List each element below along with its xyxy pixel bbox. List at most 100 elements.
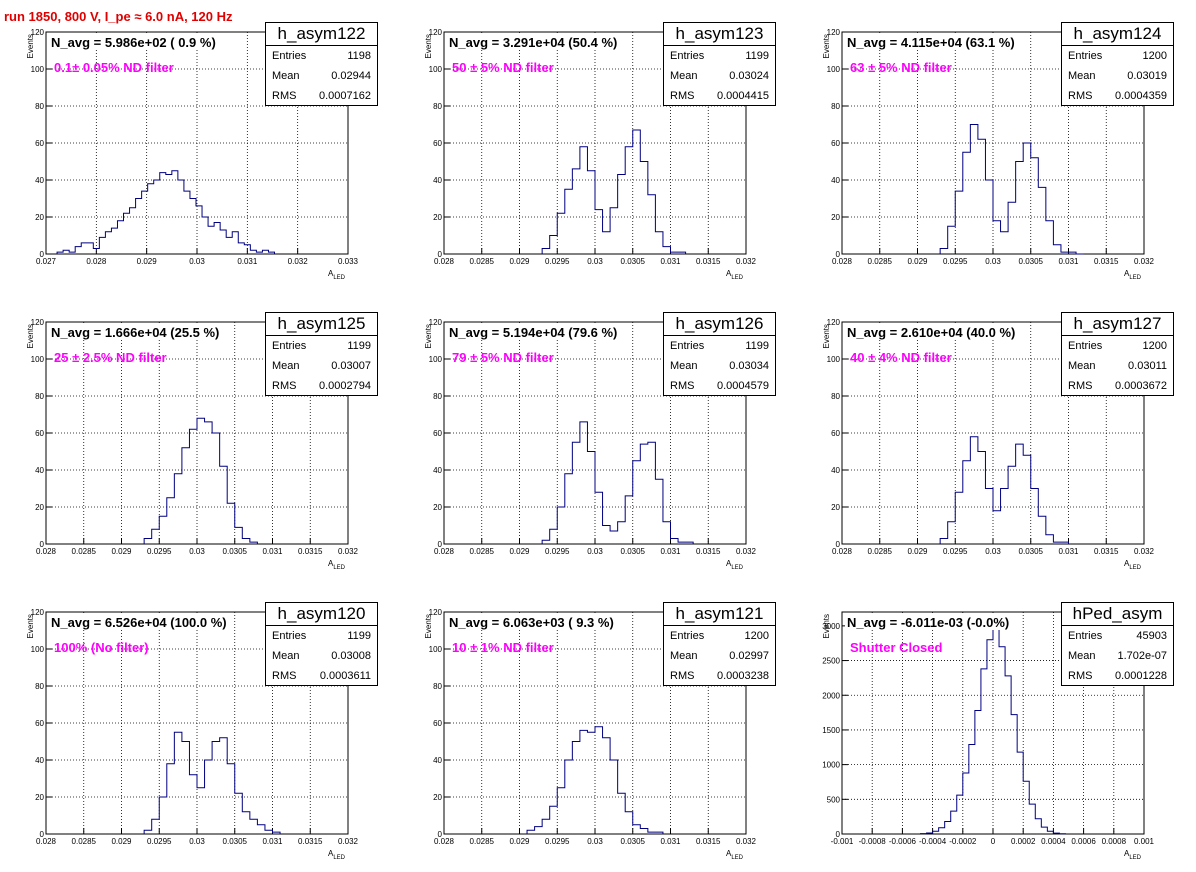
histogram-bin [1053, 833, 1059, 834]
navg-label: N_avg = -6.011e-03 (-0.0%) [845, 615, 1012, 630]
histogram-bin [1046, 535, 1054, 544]
histogram-bin [940, 538, 948, 544]
stats-key: Entries [272, 50, 307, 62]
histogram-bin [242, 812, 250, 834]
x-tick-label: 0.03 [587, 257, 603, 266]
histogram-bin [178, 180, 184, 254]
y-tick-label: 80 [433, 392, 442, 401]
histogram-bin [610, 208, 618, 254]
histogram-bin [232, 232, 238, 254]
y-tick-label: 100 [31, 65, 45, 74]
filter-label: 10 ± 1% ND filter [452, 640, 554, 655]
x-tick-label: 0.0295 [147, 837, 172, 846]
histogram-bin [648, 195, 656, 254]
histogram-bin [262, 250, 268, 254]
y-tick-label: 120 [827, 28, 841, 37]
histogram-bin [167, 764, 175, 834]
histogram-bin [678, 252, 686, 254]
stats-value: 0.03008 [331, 650, 371, 662]
y-tick-label: 0 [438, 540, 443, 549]
histogram-bin [174, 474, 182, 544]
y-tick-label: 80 [831, 102, 840, 111]
stats-row-rms: RMS 0.0004579 [664, 376, 775, 396]
x-tick-label: 0.0006 [1071, 837, 1096, 846]
x-tick-label: 0.0315 [298, 547, 323, 556]
y-tick-label: 120 [31, 608, 45, 617]
x-tick-label: 0.028 [86, 257, 107, 266]
stats-value: 0.0004579 [717, 380, 769, 392]
histogram-outline [541, 129, 687, 254]
x-tick-label: 0.0285 [470, 257, 495, 266]
x-tick-label: 0.032 [736, 257, 757, 266]
x-tick-label: 0.031 [262, 547, 283, 556]
x-tick-label: 0.0002 [1011, 837, 1036, 846]
stats-value: 1199 [347, 630, 371, 642]
y-tick-label: 500 [827, 795, 841, 804]
stats-row-entries: Entries 1198 [266, 46, 377, 66]
stats-box: h_asym122 Entries 1198 Mean 0.02944 RMS 0.0007… [265, 22, 378, 106]
y-tick-label: 0 [438, 250, 443, 259]
x-tick-label: 0.0305 [223, 837, 248, 846]
histogram-bin [557, 788, 565, 834]
histogram-bin [550, 806, 558, 834]
stats-row-entries: Entries 1199 [266, 336, 377, 356]
histogram-outline [939, 124, 1084, 255]
y-tick-label: 2000 [822, 691, 840, 700]
stats-row-rms: RMS 0.0002794 [266, 376, 377, 396]
stats-key: RMS [670, 670, 695, 682]
histogram-bin [969, 745, 975, 834]
y-tick-label: 2500 [822, 657, 840, 666]
y-tick-label: 3000 [822, 622, 840, 631]
y-tick-label: 1000 [822, 761, 840, 770]
x-tick-label: 0.031 [1058, 257, 1079, 266]
x-tick-label: 0.032 [338, 547, 359, 556]
navg-label: N_avg = 2.610e+04 (40.0 %) [845, 325, 1018, 340]
stats-box: h_asym123 Entries 1199 Mean 0.03024 RMS 0.0004… [663, 22, 776, 106]
x-tick-label: 0.029 [111, 837, 132, 846]
x-tick-label: 0.0285 [868, 547, 893, 556]
y-tick-label: 120 [429, 28, 443, 37]
histogram-outline [526, 726, 664, 834]
x-tick-label: 0 [991, 837, 996, 846]
y-tick-label: 40 [831, 466, 840, 475]
histogram-bin [595, 210, 603, 254]
histogram-bin [87, 243, 93, 254]
histogram-bin [927, 833, 933, 834]
stats-key: Entries [272, 340, 307, 352]
histogram-outline [939, 436, 1069, 544]
stats-value: 1199 [745, 50, 769, 62]
histogram-bin [970, 437, 978, 544]
y-tick-label: 80 [831, 392, 840, 401]
histogram-bin [618, 522, 626, 544]
histogram-bin [1023, 143, 1031, 254]
histogram-bin [618, 793, 626, 834]
histogram-bin [655, 232, 663, 254]
histogram-bin [1053, 542, 1061, 544]
histogram-bin [678, 542, 686, 544]
y-tick-label: 40 [35, 756, 44, 765]
histogram-bin [235, 527, 243, 544]
x-axis-label: ALED [1124, 559, 1142, 571]
histogram-bin [142, 191, 148, 254]
stats-row-mean: Mean 1.702e-07 [1062, 646, 1173, 666]
histogram-bin [1047, 831, 1053, 834]
histogram-bin [671, 538, 679, 544]
x-tick-label: 0.001 [1134, 837, 1155, 846]
histogram-outline [143, 417, 258, 544]
histogram-bin [970, 125, 978, 255]
x-tick-label: 0.028 [832, 257, 853, 266]
histogram-bin [595, 727, 603, 834]
histogram-bin [152, 819, 160, 834]
stats-value: 45903 [1136, 630, 1167, 642]
histogram-bin [686, 542, 694, 544]
histogram-bin [111, 228, 117, 254]
histogram-bin [655, 479, 663, 544]
histogram-bin [945, 822, 951, 834]
histogram-bin [130, 208, 136, 254]
navg-label: N_avg = 5.194e+04 (79.6 %) [447, 325, 620, 340]
histogram-bin [527, 830, 535, 834]
y-tick-label: 120 [827, 318, 841, 327]
stats-value: 0.02997 [729, 650, 769, 662]
histogram-bin [985, 489, 993, 545]
x-axis-label: ALED [726, 849, 744, 861]
